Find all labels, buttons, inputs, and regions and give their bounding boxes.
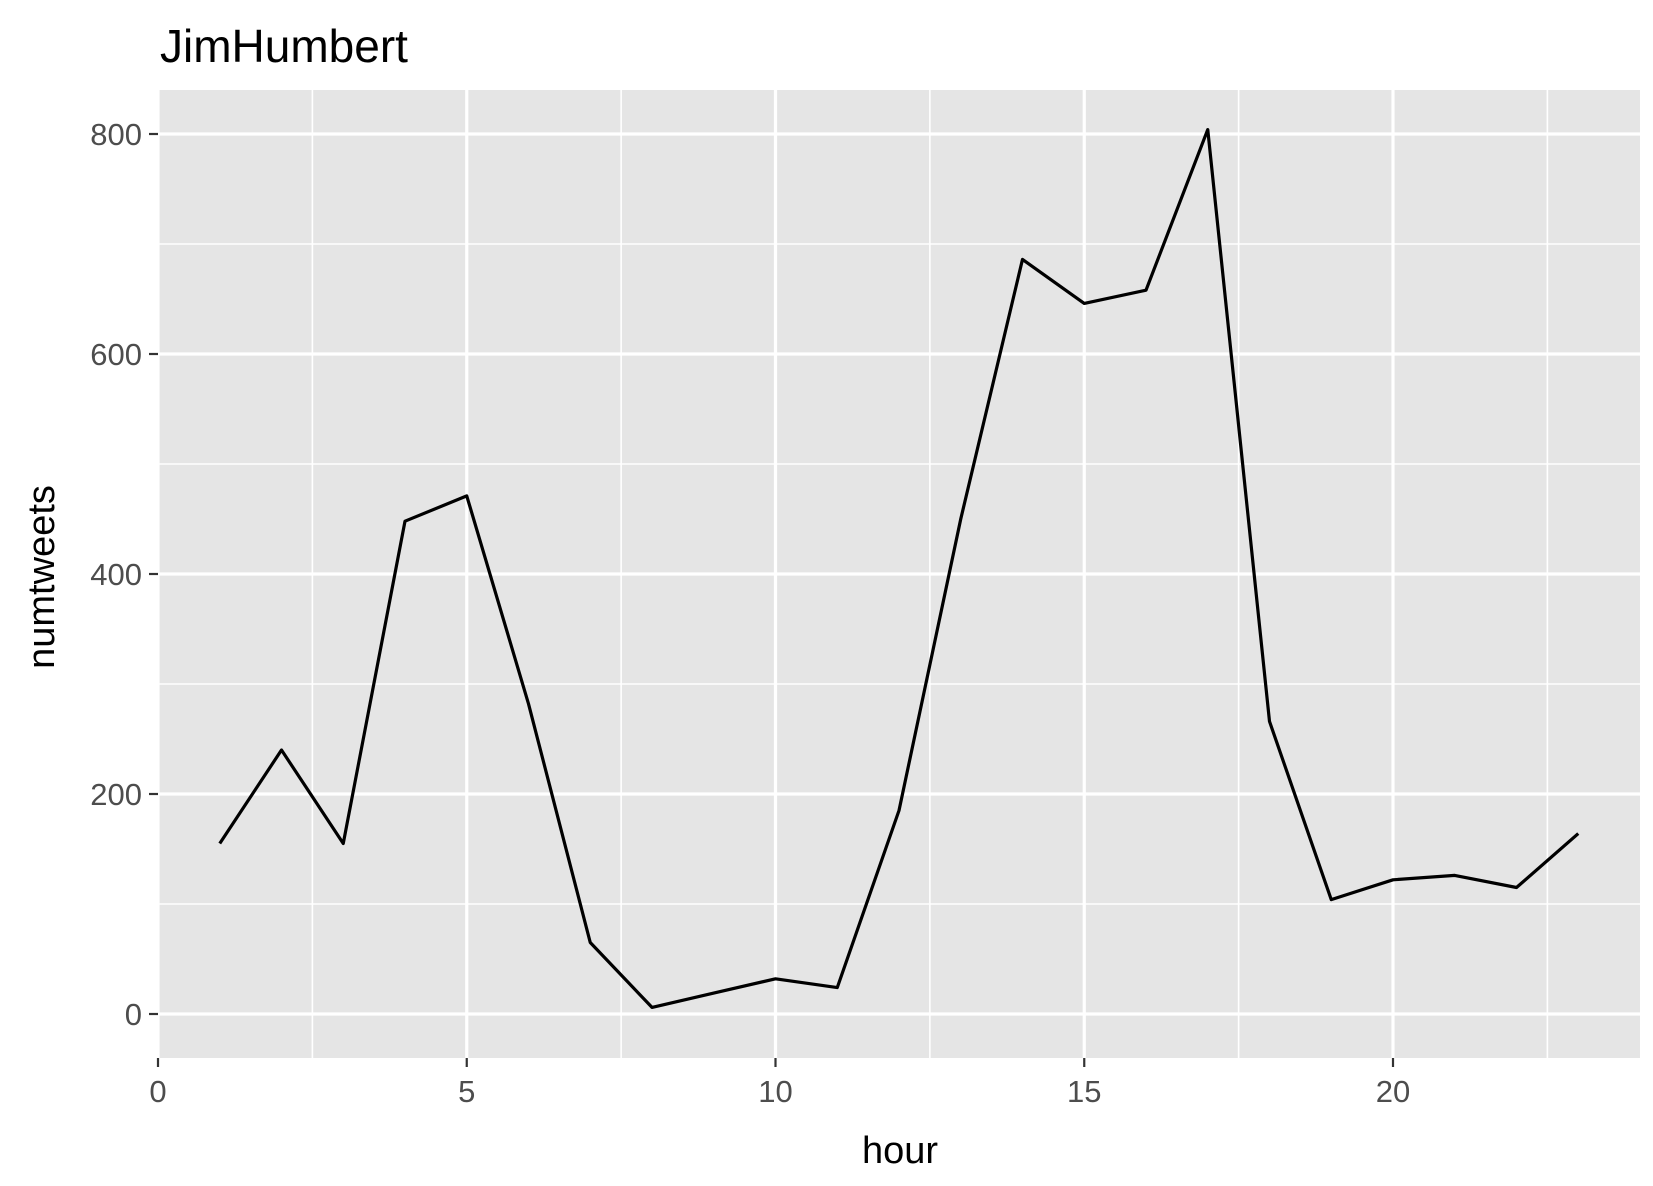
major-gridlines bbox=[156, 90, 1640, 1058]
y-tick-label: 600 bbox=[90, 337, 142, 372]
x-tick-label: 10 bbox=[758, 1074, 792, 1109]
series-layer bbox=[218, 128, 1580, 1010]
x-tick-label: 5 bbox=[458, 1074, 475, 1109]
x-tick-label: 15 bbox=[1067, 1074, 1101, 1109]
y-axis-ticks: 0 200 400 600 800 bbox=[90, 117, 158, 1032]
x-tick-label: 0 bbox=[149, 1074, 166, 1109]
y-tick-label: 0 bbox=[125, 997, 142, 1032]
x-axis-title: hour bbox=[862, 1130, 938, 1172]
chart-title: JimHumbert bbox=[160, 20, 408, 72]
series-line bbox=[218, 128, 1580, 1010]
x-tick-label: 20 bbox=[1376, 1074, 1410, 1109]
x-axis-ticks: 0 5 10 15 20 bbox=[149, 1058, 1410, 1109]
y-axis-title: numtweets bbox=[21, 485, 63, 669]
y-tick-label: 800 bbox=[90, 117, 142, 152]
y-tick-label: 400 bbox=[90, 557, 142, 592]
y-tick-label: 200 bbox=[90, 777, 142, 812]
